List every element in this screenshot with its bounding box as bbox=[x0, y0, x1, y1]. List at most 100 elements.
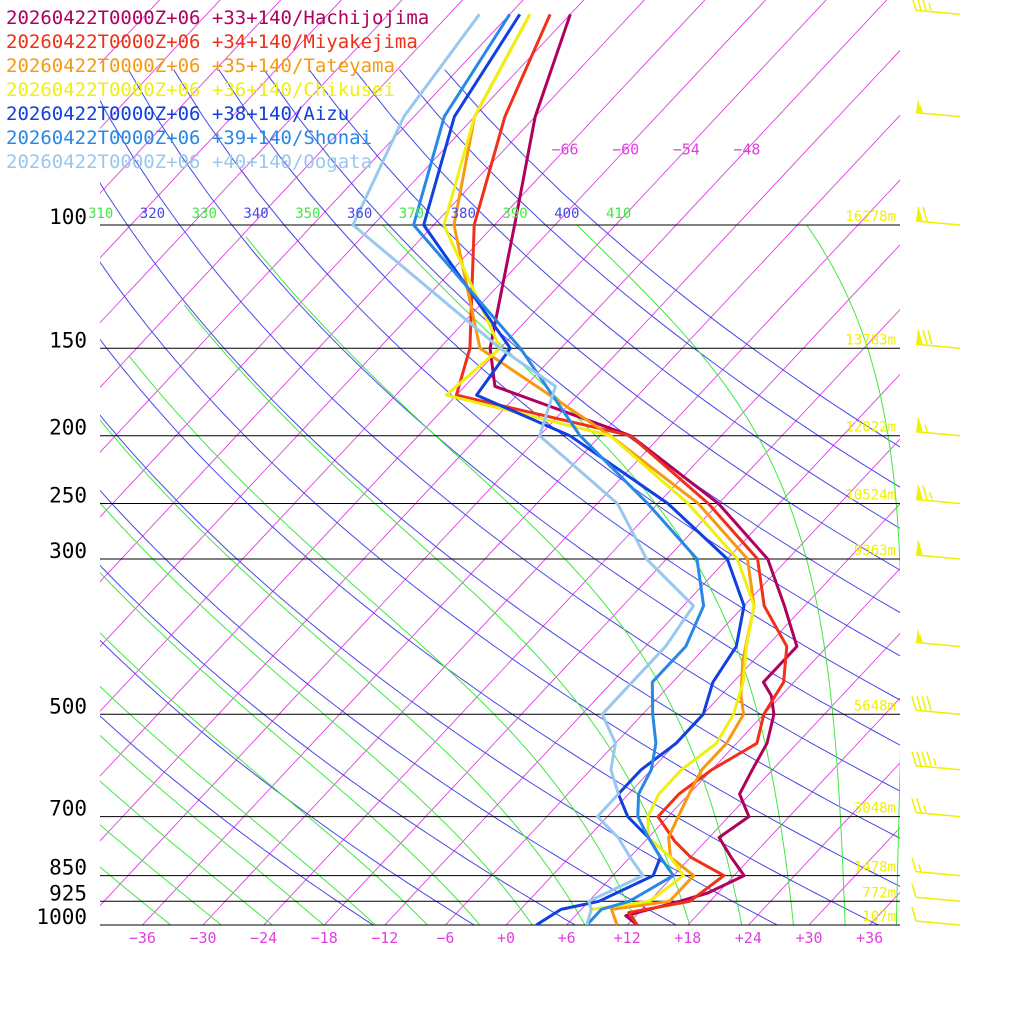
upper-isotherm-label: −48 bbox=[733, 140, 760, 158]
legend-entry: 20260422T0000Z+06 +35+140/Tateyama bbox=[6, 55, 395, 77]
series-line bbox=[452, 13, 756, 925]
theta-label: 390 bbox=[502, 206, 527, 222]
legend-entry: 20260422T0000Z+06 +36+140/Chikusei bbox=[6, 79, 395, 101]
theta-label: 410 bbox=[606, 206, 631, 222]
dry-adiabat-line bbox=[100, 182, 900, 839]
wind-barb bbox=[915, 540, 961, 560]
pressure-tick-label: 925 bbox=[49, 881, 87, 905]
dry-adiabat-line bbox=[444, 69, 900, 448]
moist-adiabat-line bbox=[183, 304, 691, 925]
isotherm-line bbox=[566, 568, 900, 925]
height-label: 5648m bbox=[854, 698, 896, 714]
theta-label: 380 bbox=[451, 206, 476, 222]
height-label: 3048m bbox=[854, 801, 896, 817]
dry-adiabat-line bbox=[399, 69, 900, 488]
temperature-profiles bbox=[351, 13, 799, 925]
legend-entry: 20260422T0000Z+06 +39+140/Shonai bbox=[6, 127, 372, 149]
moist-adiabat-line bbox=[100, 824, 223, 925]
height-label: 107m bbox=[862, 909, 896, 925]
isotherm-line bbox=[626, 632, 900, 925]
temperature-tick-label: +12 bbox=[614, 929, 641, 947]
moist-adiabat-line bbox=[100, 502, 534, 925]
theta-label: 320 bbox=[140, 206, 165, 222]
series-line bbox=[422, 13, 746, 925]
isotherm-line bbox=[263, 244, 900, 925]
temperature-tick-label: +18 bbox=[674, 929, 701, 947]
isotherm-line bbox=[100, 0, 645, 583]
series-line bbox=[442, 13, 756, 925]
wind-barb bbox=[915, 417, 961, 437]
isotherm-line bbox=[100, 0, 403, 324]
isotherm-line bbox=[930, 0, 1024, 925]
wind-barb-column bbox=[911, 0, 961, 926]
temperature-tick-label: −36 bbox=[129, 929, 156, 947]
isotherm-line bbox=[202, 179, 900, 925]
wind-barb bbox=[911, 883, 961, 903]
dry-adiabat-line bbox=[173, 69, 900, 701]
theta-label: 350 bbox=[295, 206, 320, 222]
isotherm-line bbox=[100, 0, 767, 712]
isotherm-line bbox=[505, 503, 900, 925]
height-label: 772m bbox=[862, 885, 896, 901]
dry-adiabat-line bbox=[100, 564, 577, 925]
isotherm-line bbox=[100, 0, 585, 518]
wind-barb bbox=[915, 330, 961, 350]
moist-adiabat-line bbox=[100, 419, 586, 925]
pressure-tick-label: 700 bbox=[49, 797, 87, 821]
dry-adiabat-line bbox=[100, 338, 880, 925]
pressure-tick-label: 250 bbox=[49, 484, 87, 508]
height-label: 10524m bbox=[845, 488, 896, 504]
pressure-tick-label: 1000 bbox=[36, 905, 87, 929]
legend: 20260422T0000Z+06 +33+140/Hachijojima202… bbox=[6, 7, 429, 173]
isotherm-line bbox=[100, 0, 282, 194]
dry-adiabat-line bbox=[100, 489, 678, 925]
wind-barb bbox=[911, 798, 961, 818]
moist-adiabat-line bbox=[100, 685, 377, 925]
isotherm-line bbox=[100, 0, 888, 842]
dry-adiabat-line bbox=[354, 69, 900, 529]
series-line bbox=[454, 13, 789, 925]
moist-adiabat-line bbox=[245, 236, 743, 925]
isotherm-line bbox=[100, 0, 221, 130]
theta-label: 360 bbox=[347, 206, 372, 222]
pressure-tick-label: 300 bbox=[49, 539, 87, 563]
dry-adiabat-line bbox=[100, 261, 900, 887]
dry-adiabat-line bbox=[128, 69, 900, 746]
moist-adiabat-line bbox=[576, 224, 846, 925]
theta-label: 340 bbox=[243, 206, 268, 222]
legend-entry: 20260422T0000Z+06 +38+140/Aizu bbox=[6, 103, 349, 125]
temperature-tick-label: −12 bbox=[371, 929, 398, 947]
temperature-tick-label: −24 bbox=[250, 929, 277, 947]
temperature-tick-label: +30 bbox=[795, 929, 822, 947]
theta-label: 330 bbox=[192, 206, 217, 222]
wind-barb bbox=[911, 857, 961, 877]
moist-adiabat-line bbox=[382, 224, 795, 925]
height-label: 12022m bbox=[845, 420, 896, 436]
pressure-tick-label: 200 bbox=[49, 416, 87, 440]
isotherm-line bbox=[808, 827, 900, 925]
temperature-tick-label: +36 bbox=[856, 929, 883, 947]
pressure-tick-label: 500 bbox=[49, 694, 87, 718]
moist-adiabat-line bbox=[100, 866, 172, 925]
isotherm-line bbox=[100, 0, 342, 259]
isotherm-line bbox=[384, 373, 900, 925]
dry-adiabat-line bbox=[263, 69, 900, 614]
wind-barb bbox=[915, 485, 961, 505]
wind-barb bbox=[915, 206, 961, 226]
moist-adiabat-line bbox=[100, 780, 274, 925]
theta-label: 400 bbox=[554, 206, 579, 222]
temperature-tick-label: −6 bbox=[436, 929, 454, 947]
isotherm-line bbox=[100, 49, 900, 907]
legend-entry: 20260422T0000Z+06 +34+140/Miyakejima bbox=[6, 31, 418, 53]
theta-label: 370 bbox=[399, 206, 424, 222]
series-line bbox=[351, 13, 695, 925]
isotherm-line bbox=[687, 697, 900, 925]
temperature-tick-label: −18 bbox=[311, 929, 338, 947]
upper-isotherm-label: −54 bbox=[673, 140, 700, 158]
dry-adiabat-line bbox=[100, 639, 476, 925]
isotherm-line bbox=[100, 0, 706, 648]
legend-entry: 20260422T0000Z+06 +40+140/Oogata bbox=[6, 151, 372, 173]
upper-isotherm-label: −60 bbox=[612, 140, 639, 158]
